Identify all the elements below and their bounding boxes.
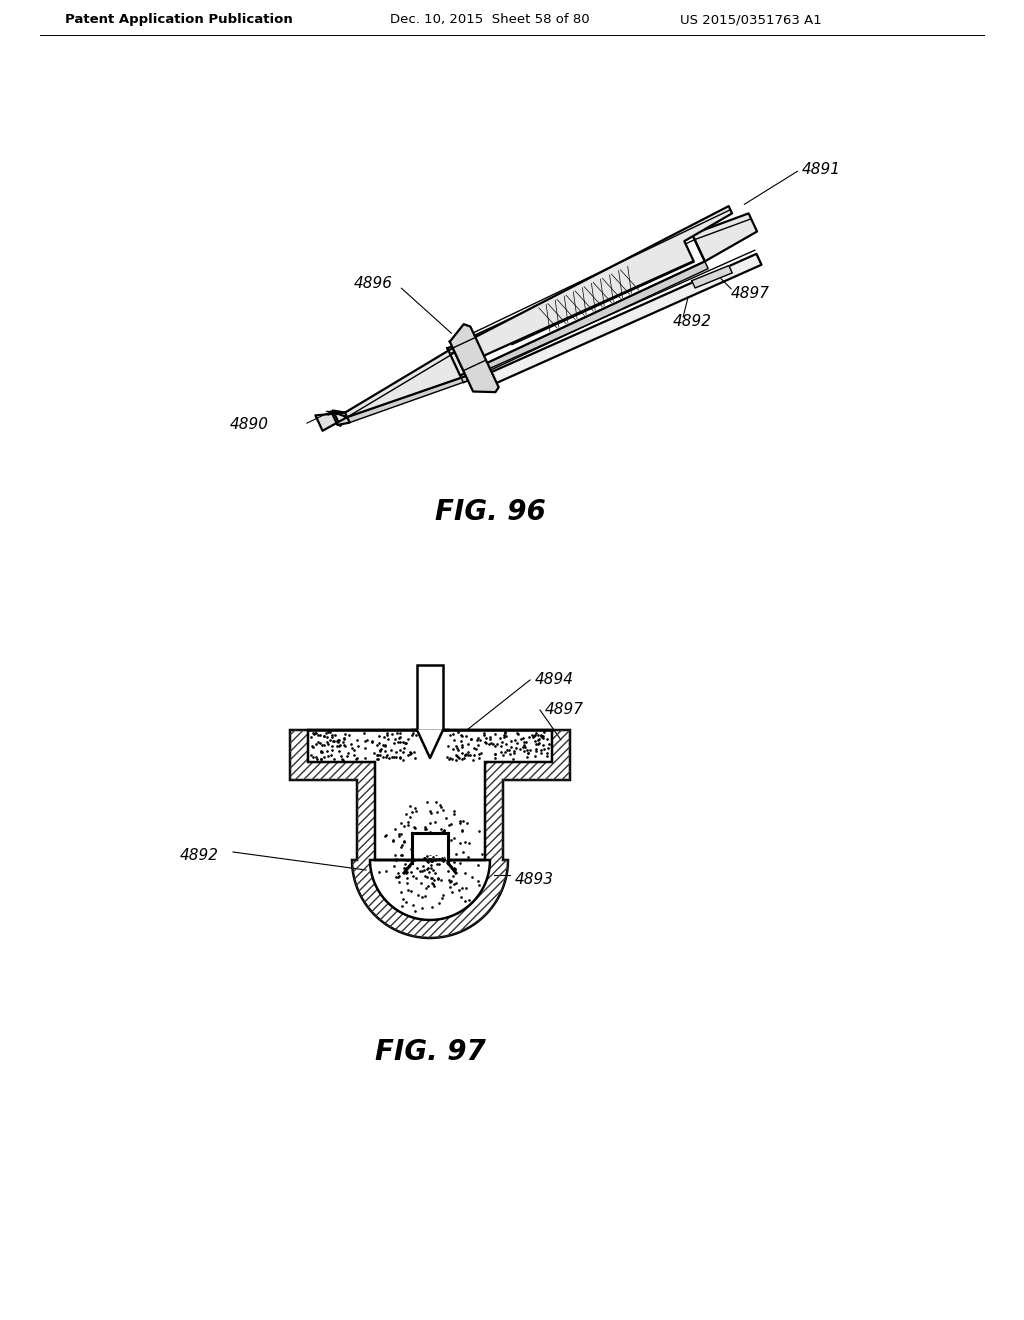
Text: 4899: 4899 bbox=[645, 248, 684, 264]
Text: 4890: 4890 bbox=[229, 417, 268, 432]
Polygon shape bbox=[333, 348, 466, 426]
Text: Patent Application Publication: Patent Application Publication bbox=[65, 13, 293, 26]
Polygon shape bbox=[450, 325, 499, 392]
Text: 4892: 4892 bbox=[180, 847, 219, 862]
Text: FIG. 97: FIG. 97 bbox=[375, 1038, 485, 1067]
Text: 4891: 4891 bbox=[802, 162, 841, 177]
Polygon shape bbox=[315, 412, 349, 430]
Polygon shape bbox=[347, 376, 468, 422]
Text: US 2015/0351763 A1: US 2015/0351763 A1 bbox=[680, 13, 821, 26]
Polygon shape bbox=[290, 730, 570, 939]
Text: FIG. 96: FIG. 96 bbox=[434, 498, 546, 525]
Text: 4893: 4893 bbox=[515, 873, 554, 887]
Text: 4892: 4892 bbox=[673, 314, 712, 329]
Text: 4897: 4897 bbox=[545, 702, 584, 718]
Polygon shape bbox=[692, 214, 757, 261]
Polygon shape bbox=[482, 253, 762, 387]
Text: 4897: 4897 bbox=[731, 286, 770, 301]
Text: 4894: 4894 bbox=[535, 672, 574, 688]
Polygon shape bbox=[412, 730, 449, 758]
Polygon shape bbox=[417, 665, 443, 730]
Text: 4896: 4896 bbox=[353, 276, 392, 290]
Polygon shape bbox=[460, 261, 709, 383]
Text: Dec. 10, 2015  Sheet 58 of 80: Dec. 10, 2015 Sheet 58 of 80 bbox=[390, 13, 590, 26]
Polygon shape bbox=[466, 206, 732, 360]
Polygon shape bbox=[308, 730, 552, 920]
Polygon shape bbox=[692, 265, 732, 288]
Polygon shape bbox=[412, 833, 449, 863]
